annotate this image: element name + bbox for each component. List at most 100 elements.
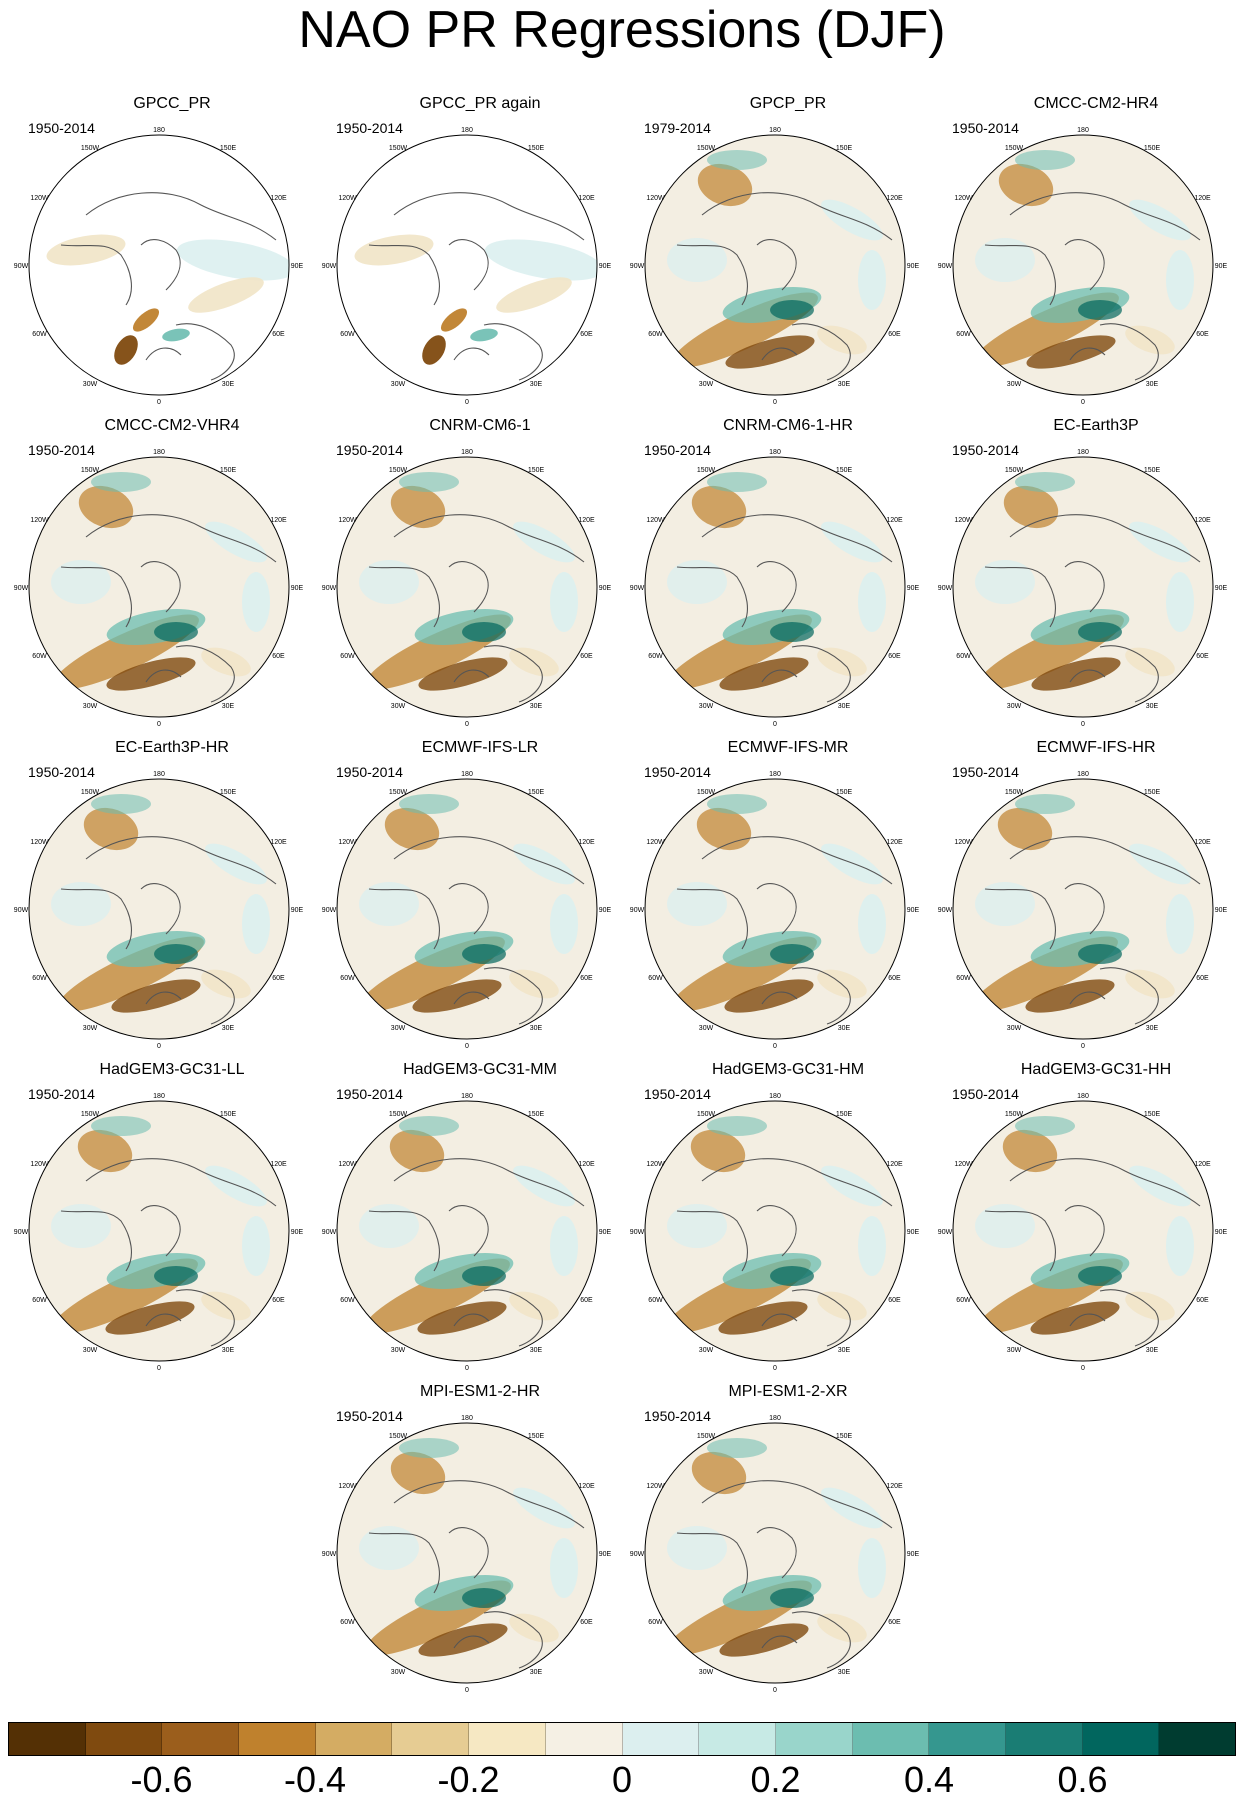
panel-period: 1950-2014: [28, 442, 95, 458]
colorbar-swatch: [622, 1723, 700, 1755]
longitude-label: 120E: [886, 517, 903, 524]
coastline: [1009, 514, 1201, 563]
longitude-label: 150W: [1005, 145, 1024, 152]
longitude-label: 60W: [956, 653, 971, 660]
precip-anomaly-teal: [513, 843, 575, 885]
map-panel: GPCC_PR 180 150E 120E 90E 60E 30E 0 30W 60W 90W 120…: [14, 94, 322, 406]
coastline: [791, 323, 851, 381]
panel-title: HadGEM3-GC31-LL: [99, 1061, 245, 1078]
longitude-label: 0: [465, 1687, 469, 1694]
map-panel: HadGEM3-GC31-HH 180 150E 120E 90E 60E 30E 0 30W 6…: [938, 1060, 1244, 1372]
longitude-label: 150W: [697, 145, 716, 152]
longitude-label: 120E: [1194, 839, 1211, 846]
precip-anomaly-teal: [1015, 150, 1075, 170]
longitude-label: 180: [769, 449, 781, 456]
precip-anomaly-teal: [205, 521, 267, 563]
longitude-label: 150E: [1144, 145, 1161, 152]
polar-map: 180 150E 120E 90E 60E 30E 0 30W 60W 90W 120W 150W: [630, 1093, 920, 1372]
panel-period: 1950-2014: [336, 120, 403, 136]
map-boundary: [336, 778, 598, 1040]
precip-anomaly-teal: [1078, 622, 1122, 642]
longitude-label: 120E: [578, 195, 595, 202]
precip-anomaly-brown: [691, 1451, 747, 1495]
longitude-label: 90E: [907, 263, 920, 270]
longitude-label: 90W: [14, 585, 29, 592]
coastline: [984, 888, 1056, 950]
coastline: [448, 883, 489, 935]
coastline: [483, 645, 543, 703]
map-panel: EC-Earth3P 180 150E 120E 90E 60E 30E 0 30W 60W 90W…: [938, 416, 1244, 728]
precip-anomaly-brown: [114, 335, 138, 365]
longitude-label: 180: [1077, 771, 1089, 778]
longitude-label: 150W: [697, 1111, 716, 1118]
precip-anomaly-teal: [399, 794, 459, 814]
longitude-label: 30W: [1007, 1347, 1022, 1354]
longitude-label: 30E: [1146, 1025, 1159, 1032]
panel-period: 1950-2014: [644, 1408, 711, 1424]
longitude-label: 60E: [272, 331, 285, 338]
coastline: [140, 883, 181, 935]
panel-period: 1950-2014: [28, 764, 95, 780]
coastline: [60, 1210, 132, 1272]
coastline: [1069, 991, 1106, 1005]
colorbar-tick-label: 0.4: [903, 1759, 955, 1800]
longitude-label: 150W: [389, 145, 408, 152]
longitude-label: 150W: [81, 1111, 100, 1118]
longitude-label: 60W: [340, 653, 355, 660]
longitude-label: 150W: [1005, 1111, 1024, 1118]
precip-anomaly-brown: [998, 163, 1054, 207]
panel-title: MPI-ESM1-2-XR: [728, 1383, 848, 1400]
precip-anomaly-brown: [696, 807, 752, 851]
longitude-label: 30E: [222, 381, 235, 388]
longitude-label: 60W: [956, 1297, 971, 1304]
longitude-label: 60W: [648, 653, 663, 660]
coastline: [701, 1158, 893, 1207]
coastline: [175, 323, 235, 381]
panel-period: 1950-2014: [336, 764, 403, 780]
longitude-label: 90W: [630, 907, 645, 914]
coastline: [756, 239, 797, 291]
coastline: [453, 991, 490, 1005]
longitude-label: 60E: [580, 975, 593, 982]
coastline: [676, 888, 748, 950]
longitude-label: 0: [1081, 1365, 1085, 1372]
longitude-label: 60E: [580, 1619, 593, 1626]
longitude-label: 30E: [838, 1669, 851, 1676]
coastline: [1064, 883, 1105, 935]
map-panel: HadGEM3-GC31-HM 180 150E 120E 90E 60E 30E 0 30W 6…: [630, 1060, 938, 1372]
longitude-label: 120W: [954, 195, 973, 202]
coastline: [756, 1527, 797, 1579]
longitude-label: 30W: [391, 1347, 406, 1354]
coastline: [140, 239, 181, 291]
coastline: [701, 192, 893, 241]
precip-anomaly-teal: [91, 472, 151, 492]
longitude-label: 90E: [907, 1229, 920, 1236]
longitude-label: 0: [1081, 399, 1085, 406]
longitude-label: 60E: [888, 975, 901, 982]
colorbar-tick-label: 0.6: [1057, 1759, 1108, 1800]
precip-anomaly-teal: [707, 1438, 767, 1458]
panel-title: MPI-ESM1-2-HR: [419, 1383, 540, 1400]
precip-anomaly-teal: [550, 572, 578, 632]
page-title: NAO PR Regressions (DJF): [298, 1, 946, 59]
longitude-label: 90E: [907, 907, 920, 914]
map-panel: CNRM-CM6-1-HR 180 150E 120E 90E 60E 30E 0 30W 60W…: [630, 416, 938, 728]
longitude-label: 90W: [322, 1551, 337, 1558]
precip-anomaly-teal: [91, 794, 151, 814]
colorbar: [8, 1722, 1236, 1756]
coastline: [368, 888, 440, 950]
longitude-label: 150W: [1005, 467, 1024, 474]
longitude-label: 60W: [32, 331, 47, 338]
precip-anomaly-brown: [1025, 979, 1115, 1013]
coastline: [1069, 669, 1106, 683]
longitude-label: 60W: [340, 331, 355, 338]
longitude-label: 0: [465, 399, 469, 406]
precip-anomaly-teal: [550, 1216, 578, 1276]
precip-anomaly-brown: [390, 485, 446, 529]
precip-anomaly-teal: [975, 1204, 1035, 1248]
precip-anomaly-teal: [399, 1116, 459, 1136]
coastline: [60, 566, 132, 628]
longitude-label: 180: [769, 1415, 781, 1422]
longitude-label: 0: [465, 1365, 469, 1372]
precip-anomaly-teal: [1015, 794, 1075, 814]
